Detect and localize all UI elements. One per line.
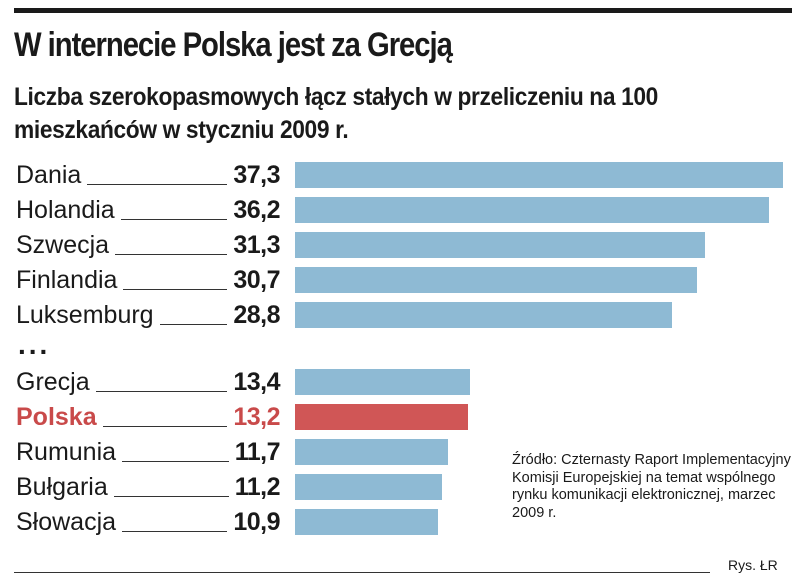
bar [295,439,448,465]
category-label: Luksemburg [16,301,154,329]
chart-row: Szwecja 31,3 [0,230,805,260]
chart-row: Słowacja 10,9 [0,507,805,537]
chart-row: Dania 37,3 [0,160,805,190]
source-note: Źródło: Czternasty Raport Implementacyjn… [512,452,791,521]
leader-line [123,289,227,290]
leader-line [122,461,229,462]
chart-row: Holandia 36,2 [0,195,805,225]
chart-row: Bułgaria 11,2 [0,472,805,502]
credit-label: Rys. ŁR [728,557,778,573]
bar [295,162,783,188]
chart-row: Luksemburg 28,8 [0,300,805,330]
category-label: Rumunia [16,438,117,466]
value-label: 11,7 [234,438,281,466]
bar [295,197,769,223]
leader-line [122,531,227,532]
category-label: Dania [16,161,82,189]
value-label: 28,8 [233,301,280,329]
value-label: 30,7 [233,266,280,294]
value-label: 13,2 [233,403,280,431]
leader-line [115,254,227,255]
chart-title: W internecie Polska jest za Grecją [14,26,453,64]
value-label: 36,2 [233,196,280,224]
value-label: 31,3 [233,231,280,259]
chart-subtitle: Liczba szerokopasmowych łącz stałych w p… [14,83,658,144]
chart-row: Rumunia 11,7 [0,437,805,467]
category-label: Słowacja [16,508,117,536]
value-label: 11,2 [234,473,281,501]
category-label: Holandia [16,196,115,224]
leader-line [121,219,227,220]
bar [295,509,438,535]
leader-line [96,391,227,392]
leader-line [160,324,227,325]
bottom-rule [14,572,710,573]
bar [295,369,470,395]
chart-row: Finlandia 30,7 [0,265,805,295]
top-rule [14,8,792,13]
bar [295,232,705,258]
category-label: Polska [16,403,97,431]
leader-line [103,426,227,427]
value-label: 10,9 [233,508,280,536]
chart-row: Grecja 13,4 [0,367,805,397]
bar [295,267,697,293]
chart-row: Polska 13,2 [0,402,805,432]
leader-line [114,496,229,497]
bar [295,404,468,430]
leader-line [87,184,227,185]
bar [295,302,672,328]
bar [295,474,442,500]
category-label: Grecja [16,368,90,396]
value-label: 13,4 [233,368,280,396]
category-label: Finlandia [16,266,118,294]
value-label: 37,3 [233,161,280,189]
category-label: Szwecja [16,231,110,259]
category-label: Bułgaria [16,473,108,501]
gap-ellipsis: ... [18,329,51,360]
